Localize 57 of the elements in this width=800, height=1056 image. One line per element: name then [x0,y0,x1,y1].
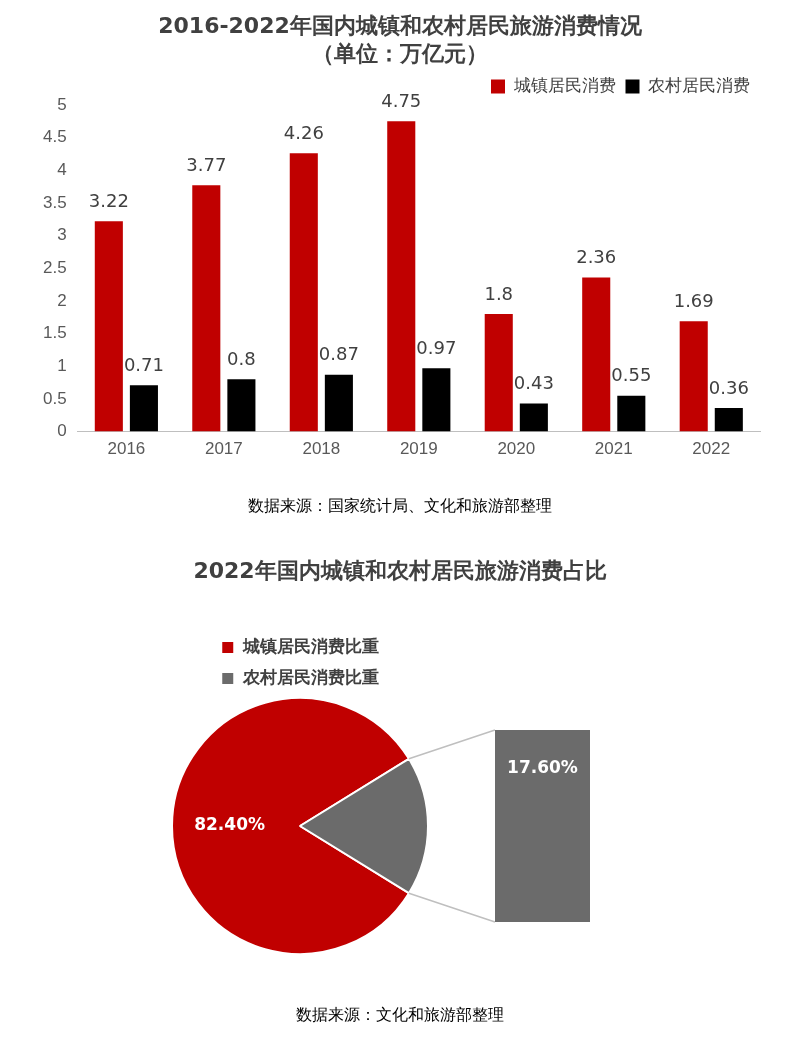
bar [422,368,451,432]
legend-label: 城镇居民消费比重 [241,637,379,657]
x-tick-label: 2021 [594,439,633,459]
y-tick-label: 2 [57,290,67,310]
y-tick-label: 4.5 [42,127,67,147]
data-label: 1.8 [484,282,514,304]
bar [94,221,123,432]
data-label: 0.55 [611,364,652,386]
y-tick-label: 5 [57,94,67,114]
x-tick-label: 2019 [399,439,438,459]
source-note: 数据来源：文化和旅游部整理 [295,1005,505,1026]
y-tick-label: 1 [57,355,67,375]
bar [679,321,708,432]
y-tick-label: 2.5 [42,257,67,277]
bar [617,395,646,432]
data-label: 4.75 [381,90,422,111]
data-label: 0.71 [123,353,164,375]
chart-subtitle: （单位：万亿元） [311,40,489,68]
y-tick-label: 0 [57,421,67,441]
bar [519,403,548,432]
y-tick-label: 4 [57,160,67,180]
data-label: 82.40% [194,814,266,835]
data-label: 17.60% [507,756,578,777]
y-tick-label: 3.5 [42,192,67,212]
data-label: 0.8 [227,348,256,370]
chart-title: 2022年国内城镇和农村居民旅游消费占比 [192,557,608,585]
bar [582,277,611,432]
x-tick-label: 2018 [302,439,341,459]
bar [227,379,256,432]
legend-label: 农村居民消费 [648,76,750,96]
data-label: 1.69 [673,289,714,311]
bar [129,385,158,432]
legend-label: 农村居民消费比重 [241,668,379,688]
data-label: 0.36 [708,376,749,398]
x-tick-label: 2022 [692,439,731,459]
bar [484,314,513,432]
y-tick-label: 1.5 [42,323,67,343]
legend-label: 城镇居民消费 [512,76,616,96]
bar [289,153,318,432]
y-tick-label: 3 [57,225,67,245]
data-label: 2.36 [576,246,617,268]
x-tick-label: 2020 [497,439,536,459]
data-label: 4.26 [283,122,324,144]
source-note: 数据来源：国家统计局、文化和旅游部整理 [247,496,553,517]
bar [387,121,416,432]
data-label: 0.97 [416,336,457,358]
chart-title: 2016-2022年国内城镇和农村居民旅游消费情况 [157,12,643,40]
data-label: 3.22 [88,189,129,211]
data-label: 0.43 [513,372,554,394]
y-tick-label: 0.5 [42,388,67,408]
bar [192,185,221,432]
data-label: 0.87 [318,343,359,365]
bar [714,408,743,432]
x-tick-label: 2017 [204,439,243,459]
x-tick-label: 2016 [107,439,146,459]
bar [324,374,353,432]
data-label: 3.77 [186,154,227,176]
